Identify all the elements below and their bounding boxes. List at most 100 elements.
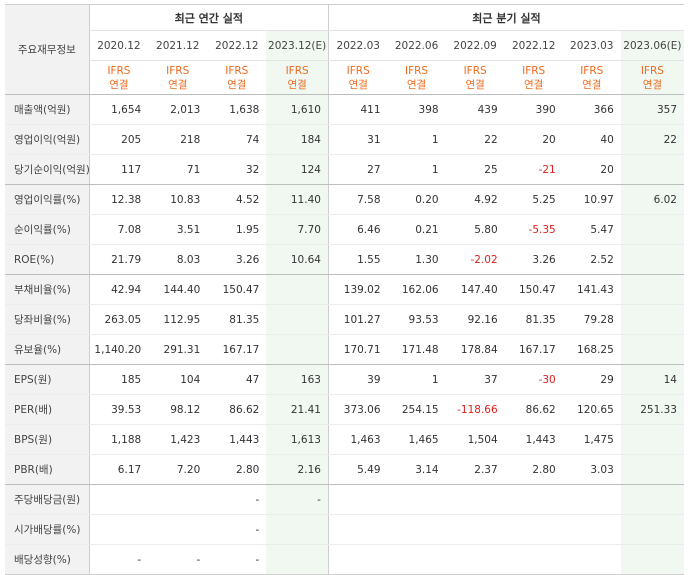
financial-summary-panel: 주요재무정보 최근 연간 실적 최근 분기 실적 2020.12 2021.12 2… [5,4,684,575]
consolidated-label: 연결 [287,78,307,91]
value-cell: 40 [562,124,621,155]
value-cell: 1 [387,154,446,185]
value-cell: 5.80 [445,214,505,245]
value-cell: 2.80 [207,454,267,485]
row-label: 배당성향(%) [5,544,90,575]
value-cell: 25 [445,154,505,185]
table-row: 당좌비율(%) 263.05 112.95 81.35 101.27 93.53 92.16… [5,304,684,335]
value-cell: 144.40 [148,274,208,305]
ifrs-badge: IFRS 연결 [504,60,563,95]
row-label: EPS(원) [5,364,90,395]
value-cell: 10.64 [266,244,329,275]
value-cell: - [266,484,329,515]
ifrs-label: IFRS [463,64,487,77]
value-cell: 81.35 [207,304,267,335]
value-cell: 22 [445,124,505,155]
value-cell: 7.08 [89,214,149,245]
consolidated-label: 연결 [109,78,129,91]
table-row: 당기순이익(억원) 117 71 32 124 27 1 25 -21 20 [5,154,684,185]
value-cell: 71 [148,154,208,185]
value-cell: 1.95 [207,214,267,245]
value-cell: 139.02 [328,274,388,305]
value-cell: 1 [387,364,446,395]
value-cell: 21.41 [266,394,329,425]
value-cell: 5.25 [504,184,563,215]
value-cell: 254.15 [387,394,446,425]
value-cell: 1.55 [328,244,388,275]
value-cell: 1,654 [89,94,149,125]
value-cell: 0.20 [387,184,446,215]
value-cell: 22 [620,124,684,155]
value-cell [266,304,329,335]
annual-group-header: 최근 연간 실적 [89,4,329,31]
value-cell [328,484,388,515]
ifrs-label: IFRS [346,64,370,77]
value-cell: 1,475 [562,424,621,455]
table-row: 영업이익률(%) 12.38 10.83 4.52 11.40 7.58 0.20 4.92 5… [5,184,684,215]
value-cell: 37 [445,364,505,395]
period-header: 2022.06 [387,30,446,61]
value-cell: 218 [148,124,208,155]
value-cell [266,274,329,305]
value-cell: 120.65 [562,394,621,425]
period-header: 2022.09 [445,30,505,61]
value-cell: 185 [89,364,149,395]
value-cell: 1,423 [148,424,208,455]
value-cell [562,544,621,575]
value-cell: 6.46 [328,214,388,245]
row-label: 영업이익률(%) [5,184,90,215]
value-cell: 3.14 [387,454,446,485]
value-cell: 117 [89,154,149,185]
value-cell: 168.25 [562,334,621,365]
value-cell: 124 [266,154,329,185]
ifrs-label: IFRS [285,64,309,77]
value-cell: 141.43 [562,274,621,305]
value-cell: 357 [620,94,684,125]
value-cell: -2.02 [445,244,505,275]
value-cell: - [148,544,208,575]
value-cell: 14 [620,364,684,395]
value-cell: 6.17 [89,454,149,485]
value-cell [445,544,505,575]
period-header: 2022.12 [504,30,563,61]
value-cell: 47 [207,364,267,395]
value-cell: 42.94 [89,274,149,305]
table-row: PBR(배) 6.17 7.20 2.80 2.16 5.49 3.14 2.37 2.80 3.… [5,454,684,485]
value-cell: 1,613 [266,424,329,455]
value-cell [620,214,684,245]
value-cell: 86.62 [207,394,267,425]
value-cell: 167.17 [504,334,563,365]
period-header: 2023.06(E) [620,30,684,61]
value-cell [266,334,329,365]
value-cell [266,514,329,545]
value-cell: 4.92 [445,184,505,215]
value-cell: 10.97 [562,184,621,215]
value-cell [620,304,684,335]
consolidated-label: 연결 [642,78,663,91]
value-cell [148,484,208,515]
ifrs-badge: IFRS 연결 [445,60,505,95]
table-row: 유보율(%) 1,140.20 291.31 167.17 170.71 171.48 17… [5,334,684,365]
value-cell [445,484,505,515]
value-cell: 5.47 [562,214,621,245]
value-cell [620,484,684,515]
value-cell: 1,140.20 [89,334,149,365]
consolidated-label: 연결 [348,78,368,91]
row-label: ROE(%) [5,244,90,275]
value-cell: 170.71 [328,334,388,365]
period-header: 2022.12 [207,30,267,61]
value-cell: 1,443 [504,424,563,455]
consolidated-label: 연결 [524,78,544,91]
value-cell: 101.27 [328,304,388,335]
value-cell: 5.49 [328,454,388,485]
ifrs-label: IFRS [404,64,429,77]
value-cell: - [207,514,267,545]
value-cell [266,544,329,575]
value-cell: 411 [328,94,388,125]
value-cell [620,154,684,185]
ifrs-badge: IFRS 연결 [387,60,446,95]
row-label: 주당배당금(원) [5,484,90,515]
table-row: 매출액(억원) 1,654 2,013 1,638 1,610 411 398 439 390 3… [5,94,684,125]
value-cell: 163 [266,364,329,395]
value-cell: 184 [266,124,329,155]
